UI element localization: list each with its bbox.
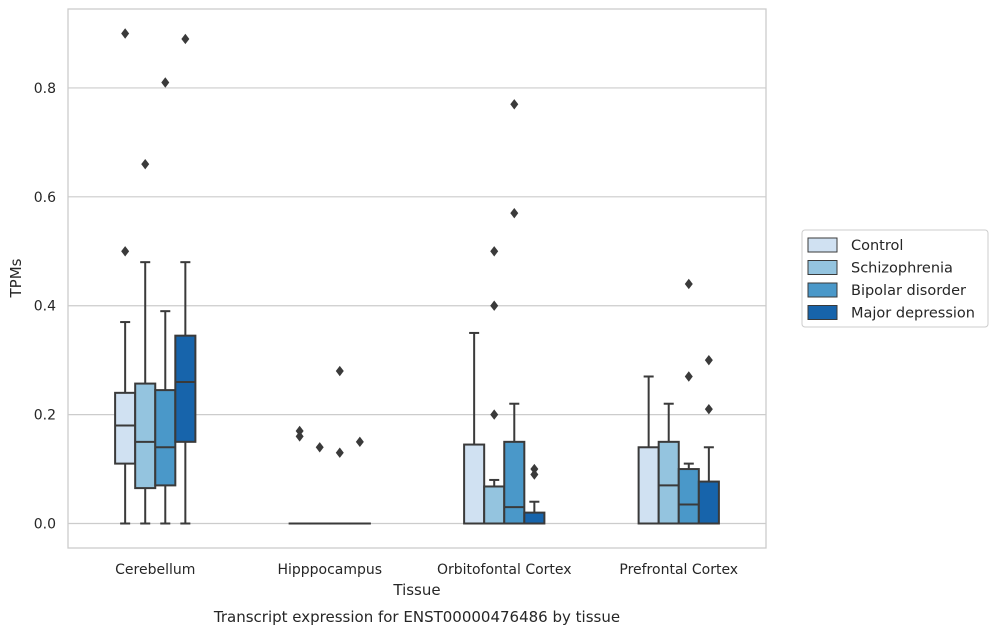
legend-swatch xyxy=(807,305,838,320)
outlier-point xyxy=(704,403,713,415)
box-2-2 xyxy=(503,99,526,525)
x-tick-label: Hipppocampus xyxy=(277,562,382,578)
legend-label: Major depression xyxy=(851,306,975,322)
chart-caption: Transcript expression for ENST0000047648… xyxy=(213,608,620,626)
box-body xyxy=(697,480,720,525)
outlier-point xyxy=(335,447,344,458)
outlier-point xyxy=(490,246,499,257)
box-body xyxy=(483,485,506,525)
box-3-3 xyxy=(697,354,720,525)
y-tick-labels: 0.0 0.2 0.4 0.6 0.8 xyxy=(34,81,56,533)
outlier-point xyxy=(121,28,130,39)
outlier-point xyxy=(704,354,713,366)
outlier-point xyxy=(121,246,130,257)
legend-frame xyxy=(801,229,989,328)
x-axis-label: Tissue xyxy=(392,581,440,599)
box-body xyxy=(154,389,177,487)
legend-label: Control xyxy=(851,238,903,254)
box-body xyxy=(114,391,137,465)
plot-frame xyxy=(67,8,767,549)
y-tick-label: 0.6 xyxy=(34,190,56,206)
box-body xyxy=(503,440,526,525)
x-tick-label: Cerebellum xyxy=(115,562,195,578)
outlier-point xyxy=(295,431,304,442)
outlier-point xyxy=(684,278,693,290)
outlier-point xyxy=(181,33,190,45)
outlier-point xyxy=(510,99,519,110)
box-body xyxy=(677,468,700,525)
outlier-point xyxy=(355,436,364,448)
outlier-point xyxy=(684,371,693,382)
legend-swatch xyxy=(807,282,838,298)
outlier-point xyxy=(530,463,539,475)
outlier-point xyxy=(530,469,539,480)
box-1-3 xyxy=(348,436,371,525)
box-2-3 xyxy=(523,463,546,525)
outlier-point xyxy=(295,425,304,437)
box-body xyxy=(174,334,197,443)
outlier-point xyxy=(335,365,344,377)
y-tick-label: 0.0 xyxy=(34,517,56,533)
outlier-point xyxy=(490,409,499,420)
x-tick-label: Orbitofontal Cortex xyxy=(437,562,572,578)
y-tick-label: 0.8 xyxy=(34,81,56,97)
legend-swatch xyxy=(807,260,838,275)
outlier-point xyxy=(161,77,170,88)
box-body xyxy=(134,382,157,490)
box-body xyxy=(463,443,486,525)
box-2-0 xyxy=(463,331,486,525)
outlier-point xyxy=(141,158,150,170)
y-tick-label: 0.2 xyxy=(34,408,56,424)
box-2-1 xyxy=(483,246,506,525)
outlier-point xyxy=(490,300,499,311)
box-0-2 xyxy=(154,77,177,525)
outlier-point xyxy=(315,442,324,453)
legend-label: Schizophrenia xyxy=(851,261,953,277)
box-0-3 xyxy=(174,33,197,525)
legend-swatch xyxy=(807,237,838,253)
box-1-0 xyxy=(288,425,311,525)
y-axis-label: TPMs xyxy=(7,258,25,298)
boxes xyxy=(114,28,720,525)
y-tick-label: 0.4 xyxy=(34,299,56,315)
box-body xyxy=(523,511,546,525)
box-body xyxy=(637,446,660,525)
outlier-point xyxy=(510,207,519,219)
legend: Control Schizophrenia Bipolar disorder Majo… xyxy=(801,229,989,328)
legend-label: Bipolar disorder xyxy=(851,283,966,299)
x-tick-label: Prefrontal Cortex xyxy=(619,562,738,578)
box-body xyxy=(657,440,680,525)
box-0-0 xyxy=(114,28,137,525)
x-tick-labels: Cerebellum Hipppocampus Orbitofontal Corte… xyxy=(115,562,738,578)
